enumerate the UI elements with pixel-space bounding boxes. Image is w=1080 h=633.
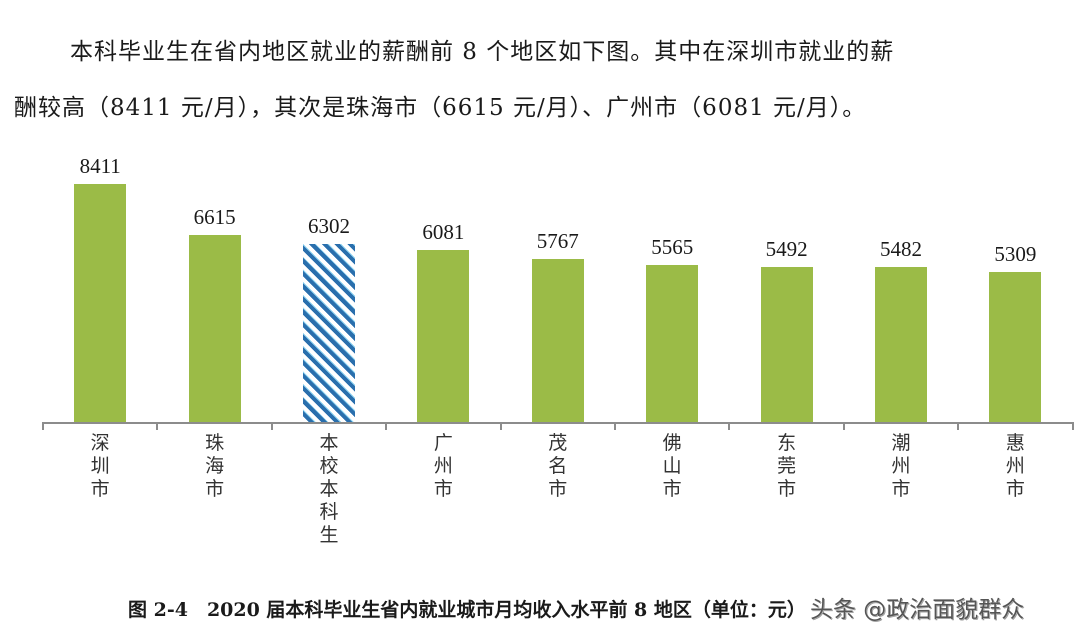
bar-chart: 8411 深圳市 6615 珠海市 6302 本校本科生 6081 广州市 5767 茂名市 556… [0,140,1080,560]
bar-value-label: 5767 [536,228,579,253]
x-axis-line [42,422,1072,424]
bar-value-label: 5309 [994,241,1037,266]
watermark: 头条 @政治面貌群众 [810,597,1025,623]
x-axis-tick [385,422,388,430]
bar-9 [989,271,1042,422]
bar-2 [188,234,241,422]
x-axis-tick [728,422,731,430]
bar-value-label: 8411 [79,154,121,178]
category-label: 本校本科生 [319,432,339,546]
x-axis-tick [270,422,273,430]
paragraph-line-1: 本科毕业生在省内地区就业的薪酬前 8 个地区如下图。其中在深圳市就业的薪 [70,39,895,65]
bar-value-label: 6081 [422,219,465,244]
x-axis-tick [1071,422,1074,430]
x-axis-tick [957,422,960,430]
bar-4 [417,249,470,422]
x-axis-tick [42,422,44,430]
bar-3 [303,243,355,422]
category-label: 惠州市 [1005,432,1025,500]
bar-1 [74,184,127,422]
bar-5 [531,258,584,422]
category-label: 潮州市 [891,432,911,500]
x-axis-tick [842,422,845,430]
x-axis-tick [156,422,159,430]
category-label: 东莞市 [777,432,797,500]
bar-value-label: 5482 [880,236,922,261]
paragraph-line-2: 酬较高（8411 元/月），其次是珠海市（6615 元/月）、广州市（6081 … [14,95,867,121]
x-axis-tick [499,422,502,430]
bar-value-label: 5492 [765,236,808,261]
category-label: 深圳市 [90,432,110,500]
bar-8 [875,266,927,422]
category-label: 佛山市 [662,432,682,500]
bar-7 [760,266,813,422]
bar-value-label: 6302 [308,213,350,238]
bar-value-label: 6615 [193,204,236,229]
figure-caption: 图 2-4 2020 届本科毕业生省内就业城市月均收入水平前 8 地区（单位：元… [128,599,806,621]
category-label: 珠海市 [205,432,225,500]
bar-6 [646,264,699,422]
bar-value-label: 5565 [651,234,694,259]
category-label: 广州市 [433,432,453,500]
category-label: 茂名市 [548,432,568,500]
x-axis-tick [614,422,616,430]
